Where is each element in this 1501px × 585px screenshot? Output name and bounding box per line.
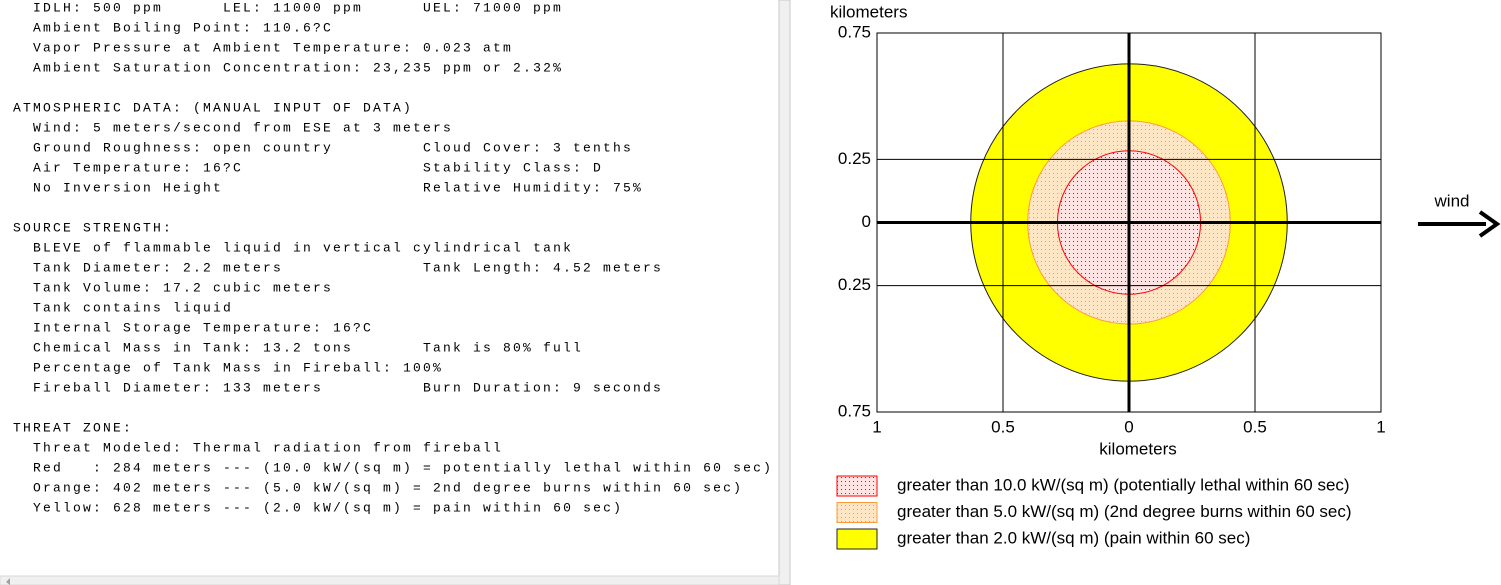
x-tick-label: 0.5 <box>991 417 1015 436</box>
report-line: Threat Modeled: Thermal radiation from f… <box>33 440 503 455</box>
report-line: BLEVE of flammable liquid in vertical cy… <box>33 240 573 255</box>
y-axis-label: kilometers <box>830 2 907 21</box>
text-panel: IDLH: 500 ppm LEL: 11000 ppm UEL: 71000 pp… <box>13 0 773 515</box>
report-line: Chemical Mass in Tank: 13.2 tons <box>33 340 353 355</box>
report-line: LEL: 11000 ppm <box>223 0 363 15</box>
x-axis-label: kilometers <box>1099 439 1176 458</box>
y-tick-label: 0 <box>862 212 871 231</box>
legend-swatch <box>836 502 878 523</box>
x-tick-label: 1 <box>872 417 881 436</box>
report-line: Ground Roughness: open country <box>33 140 333 155</box>
x-tick-label: 0 <box>1124 417 1133 436</box>
threat-zone-plot: kilometers kilometers wind 1 0.5 0 0.5 10.75… <box>830 2 1501 550</box>
legend-label: greater than 10.0 kW/(sq m) (potentially… <box>897 475 1350 494</box>
report-line: Tank is 80% full <box>423 340 583 355</box>
horizontal-scrollbar[interactable] <box>0 575 780 585</box>
report-line: Stability Class: D <box>423 160 603 175</box>
y-tick-label: 0.75 <box>838 22 871 41</box>
report-line: No Inversion Height <box>33 180 223 195</box>
section-header: SOURCE STRENGTH: <box>13 220 173 235</box>
y-tick-label: 0.25 <box>838 275 871 294</box>
report-line: Orange: 402 meters --- (5.0 kW/(sq m) = … <box>33 480 743 495</box>
legend-label: greater than 2.0 kW/(sq m) (pain within … <box>897 528 1250 547</box>
report-line: Internal Storage Temperature: 16?C <box>33 320 373 335</box>
wind-arrow-head <box>1478 210 1501 238</box>
report-line: Red : 284 meters --- (10.0 kW/(sq m) = p… <box>33 460 773 475</box>
plot-border <box>876 32 1382 413</box>
section-header: THREAT ZONE: <box>13 420 133 435</box>
report-line: Yellow: 628 meters --- (2.0 kW/(sq m) = … <box>33 500 623 515</box>
legend-swatch <box>836 528 878 550</box>
report-line: Tank contains liquid <box>33 300 233 315</box>
x-tick-label: 1 <box>1376 417 1385 436</box>
scroll-arrow[interactable] <box>6 578 10 585</box>
report-line: UEL: 71000 ppm <box>423 0 563 15</box>
report-line: Wind: 5 meters/second from ESE at 3 mete… <box>33 120 453 135</box>
legend-label: greater than 5.0 kW/(sq m) (2nd degree b… <box>897 502 1352 521</box>
report-line: Percentage of Tank Mass in Fireball: 100… <box>33 360 443 375</box>
y-tick-label: 0.75 <box>838 401 871 420</box>
report-line: Burn Duration: 9 seconds <box>423 380 663 395</box>
report-line: Relative Humidity: 75% <box>423 180 643 195</box>
report-line: Fireball Diameter: 133 meters <box>33 380 323 395</box>
splitter[interactable] <box>778 0 791 585</box>
report-line: Tank Diameter: 2.2 meters <box>33 260 283 275</box>
report-line: Tank Volume: 17.2 cubic meters <box>33 280 333 295</box>
wind-label: wind <box>1434 191 1470 210</box>
report-line: Ambient Boiling Point: 110.6?C <box>33 20 333 35</box>
report-line: Vapor Pressure at Ambient Temperature: 0… <box>33 40 513 55</box>
legend-swatch <box>836 475 878 497</box>
y-tick-label: 0.25 <box>838 149 871 168</box>
report-line: Air Temperature: 16?C <box>33 160 243 175</box>
section-header: ATMOSPHERIC DATA: (MANUAL INPUT OF DATA) <box>13 100 413 115</box>
report-line: Tank Length: 4.52 meters <box>423 260 663 275</box>
x-tick-label: 0.5 <box>1243 417 1267 436</box>
report-line: Ambient Saturation Concentration: 23,235… <box>33 60 563 75</box>
report-line: IDLH: 500 ppm <box>33 0 163 15</box>
report-line: Cloud Cover: 3 tenths <box>423 140 633 155</box>
